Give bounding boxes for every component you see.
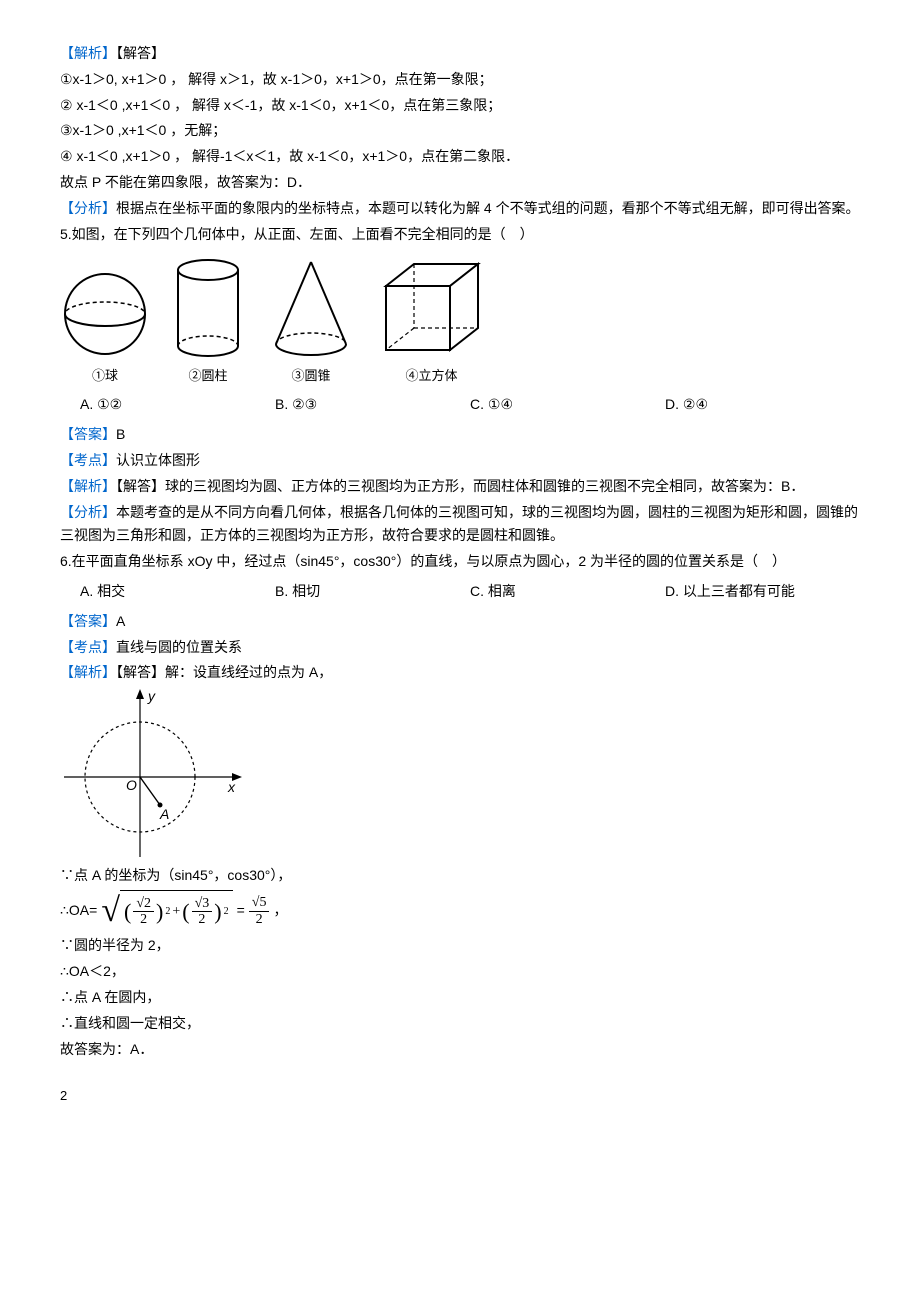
q6-opt-c: C. 相离	[470, 580, 665, 604]
q5-jiexi: 【解析】【解答】球的三视图均为圆、正方体的三视图均为正方形，而圆柱体和圆锥的三视…	[60, 475, 860, 499]
sphere-icon	[60, 266, 150, 361]
q6-answer-val: A	[116, 613, 125, 629]
q6-jl5: ∴点 A 在圆内，	[60, 986, 860, 1010]
page-number: 2	[60, 1085, 860, 1107]
label-jiexi2: 【解析】	[60, 478, 116, 494]
q5-opt-d: D. ②④	[665, 393, 860, 417]
oa-prefix: ∴OA=	[60, 899, 97, 923]
oa-result: √52	[249, 895, 270, 927]
q6-kaodian-val: 直线与圆的位置关系	[116, 639, 242, 655]
q6-jl4: ∴OA＜2，	[60, 960, 860, 984]
q6-opt-a: A. 相交	[80, 580, 275, 604]
fig-label-A: A	[159, 806, 169, 822]
shape-cube: ④立方体	[374, 256, 489, 387]
prev-l2: ② x-1＜0 ,x+1＜0 ， 解得 x＜-1，故 x-1＜0，x+1＜0，点…	[60, 94, 860, 118]
q5-fenxi-text: 本题考查的是从不同方向看几何体，根据各几何体的三视图可知，球的三视图均为圆，圆柱…	[60, 504, 858, 544]
shape-cone-label: ③圆锥	[266, 365, 356, 387]
q5-opt-c: C. ①④	[470, 393, 665, 417]
prev-l5: 故点 P 不能在第四象限，故答案为：D．	[60, 171, 860, 195]
shape-sphere-label: ①球	[60, 365, 150, 387]
q5-options: A. ①② B. ②③ C. ①④ D. ②④	[80, 393, 860, 417]
label-jieda: 【解答】	[116, 45, 165, 61]
q6-opt-b: B. 相切	[275, 580, 470, 604]
label-fenxi: 【分析】	[60, 200, 116, 216]
label-jiexi3: 【解析】	[60, 664, 116, 680]
q5-answer: 【答案】B	[60, 423, 860, 447]
shape-cylinder: ②圆柱	[168, 256, 248, 387]
q6-answer: 【答案】A	[60, 610, 860, 634]
fig-label-y: y	[147, 688, 156, 704]
cylinder-icon	[168, 256, 248, 361]
q5-kaodian-val: 认识立体图形	[116, 452, 200, 468]
q5-jieda-text: 球的三视图均为圆、正方体的三视图均为正方形，而圆柱体和圆锥的三视图不完全相同，故…	[165, 478, 804, 494]
oa-expr: √ ( √22 )2 + ( √32 )2	[101, 890, 232, 932]
q6-jl3: ∵圆的半径为 2，	[60, 934, 860, 958]
q5-answer-val: B	[116, 426, 125, 442]
label-daan2: 【答案】	[60, 613, 116, 629]
circle-xy-figure: O x y A	[60, 687, 250, 862]
shape-cone: ③圆锥	[266, 256, 356, 387]
cube-icon	[374, 256, 489, 361]
q5-shapes-row: ①球 ②圆柱 ③圆锥 ④立方体	[60, 256, 860, 387]
label-fenxi2: 【分析】	[60, 504, 116, 520]
fig-label-x: x	[227, 779, 236, 795]
shape-cylinder-label: ②圆柱	[168, 365, 248, 387]
q6-oa-line: ∴OA= √ ( √22 )2 + ( √32 )2 = √52 ，	[60, 890, 860, 932]
q5-kaodian: 【考点】认识立体图形	[60, 449, 860, 473]
q6-jl1: 解：设直线经过的点为 A，	[165, 664, 332, 680]
label-daan: 【答案】	[60, 426, 116, 442]
q6-kaodian: 【考点】直线与圆的位置关系	[60, 636, 860, 660]
label-kaodian2: 【考点】	[60, 639, 116, 655]
q6-jl7: 故答案为：A．	[60, 1038, 860, 1062]
q5-stem: 5.如图，在下列四个几何体中，从正面、左面、上面看不完全相同的是（ ）	[60, 223, 860, 247]
prev-l4: ④ x-1＜0 ,x+1＞0 ， 解得-1＜x＜1，故 x-1＜0，x+1＞0，…	[60, 145, 860, 169]
q6-options: A. 相交 B. 相切 C. 相离 D. 以上三者都有可能	[80, 580, 860, 604]
q6-jiexi: 【解析】【解答】解：设直线经过的点为 A，	[60, 661, 860, 685]
cone-icon	[266, 256, 356, 361]
q6-jl2: ∵点 A 的坐标为（sin45°，cos30°），	[60, 864, 860, 888]
q5-fenxi: 【分析】本题考查的是从不同方向看几何体，根据各几何体的三视图可知，球的三视图均为…	[60, 501, 860, 549]
shape-cube-label: ④立方体	[374, 365, 489, 387]
oa-comma: ，	[273, 899, 287, 923]
prev-l1: ①x-1＞0, x+1＞0 ， 解得 x＞1，故 x-1＞0，x+1＞0，点在第…	[60, 68, 860, 92]
q5-opt-b: B. ②③	[275, 393, 470, 417]
q5-opt-a: A. ①②	[80, 393, 275, 417]
q6-opt-d: D. 以上三者都有可能	[665, 580, 860, 604]
fig-label-O: O	[126, 777, 137, 793]
label-kaodian: 【考点】	[60, 452, 116, 468]
q6-stem: 6.在平面直角坐标系 xOy 中，经过点（sin45°，cos30°）的直线，与…	[60, 550, 860, 574]
prev-l3: ③x-1＞0 ,x+1＜0 ，无解；	[60, 119, 860, 143]
shape-sphere: ①球	[60, 266, 150, 387]
label-jieda2: 【解答】	[116, 478, 165, 494]
prev-fenxi: 【分析】根据点在坐标平面的象限内的坐标特点，本题可以转化为解 4 个不等式组的问…	[60, 197, 860, 221]
q6-jl6: ∴直线和圆一定相交，	[60, 1012, 860, 1036]
prev-fenxi-text: 根据点在坐标平面的象限内的坐标特点，本题可以转化为解 4 个不等式组的问题，看那…	[116, 200, 860, 216]
label-jiexi: 【解析】	[60, 45, 116, 61]
label-jieda3: 【解答】	[116, 664, 165, 680]
oa-eq: =	[237, 899, 245, 923]
prev-jiexi: 【解析】【解答】	[60, 42, 860, 66]
